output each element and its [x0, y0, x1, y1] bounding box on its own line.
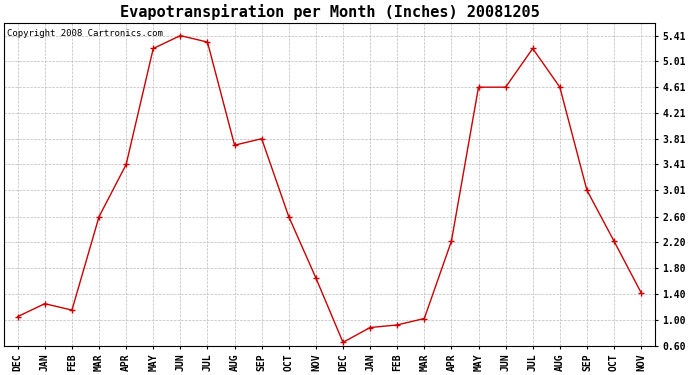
Text: Copyright 2008 Cartronics.com: Copyright 2008 Cartronics.com	[8, 29, 164, 38]
Title: Evapotranspiration per Month (Inches) 20081205: Evapotranspiration per Month (Inches) 20…	[119, 4, 540, 20]
